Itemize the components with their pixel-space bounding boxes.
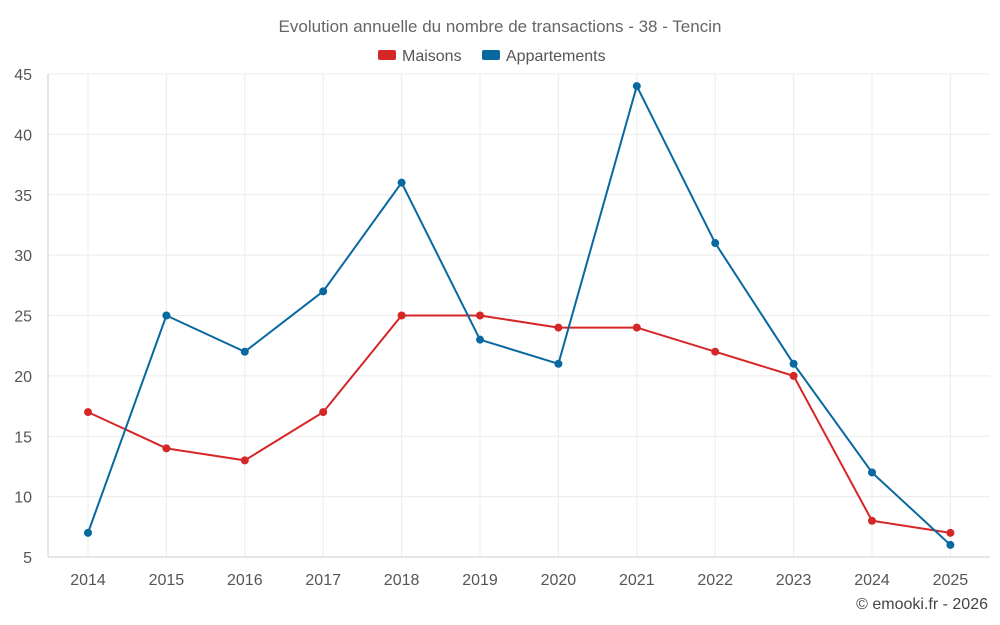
x-tick-label: 2015	[149, 572, 185, 589]
data-point-maisons-2025	[946, 528, 955, 537]
legend-swatch	[378, 50, 396, 60]
legend-item-maisons[interactable]: Maisons	[378, 48, 462, 65]
x-axis: 2014 2015 2016 2017 2018 2019 2020 2021 2022 2023…	[70, 572, 968, 589]
data-point-maisons-2014	[84, 408, 92, 417]
x-tick-label: 2017	[305, 572, 341, 589]
data-point-maisons-2020	[554, 323, 563, 332]
y-tick-label: 35	[14, 188, 32, 205]
data-point-appartements-2015	[162, 311, 171, 320]
data-point-appartements-2018	[397, 178, 406, 187]
legend-item-appartements[interactable]: Appartements	[482, 48, 606, 65]
x-tick-label: 2023	[776, 572, 812, 589]
series-lines	[87, 85, 952, 546]
x-tick-label: 2016	[227, 572, 263, 589]
series-line-appartements	[87, 85, 952, 546]
y-tick-label: 30	[14, 248, 32, 265]
data-point-appartements-2014	[84, 528, 92, 537]
data-point-maisons-2018	[397, 311, 406, 320]
legend: Maisons Appartements	[378, 48, 606, 65]
x-tick-label: 2018	[384, 572, 420, 589]
data-point-appartements-2025	[946, 540, 955, 549]
data-point-maisons-2022	[711, 347, 720, 356]
legend-label: Maisons	[402, 48, 462, 65]
y-tick-label: 15	[14, 429, 32, 446]
series-line-maisons	[87, 314, 951, 534]
data-point-appartements-2022	[711, 239, 720, 248]
data-point-maisons-2019	[476, 311, 484, 320]
data-point-maisons-2015	[162, 444, 171, 453]
y-tick-label: 25	[14, 309, 32, 326]
data-point-appartements-2016	[240, 347, 249, 356]
data-point-appartements-2017	[319, 287, 328, 296]
credit-text: © emooki.fr - 2026	[856, 596, 988, 613]
y-tick-label: 20	[14, 369, 32, 386]
y-tick-label: 40	[14, 127, 32, 144]
x-tick-label: 2014	[70, 572, 106, 589]
series-points	[84, 82, 955, 549]
data-point-appartements-2023	[789, 359, 798, 368]
data-point-appartements-2021	[632, 82, 641, 91]
x-tick-label: 2021	[619, 572, 655, 589]
data-point-appartements-2019	[476, 335, 484, 344]
x-tick-label: 2019	[462, 572, 498, 589]
y-tick-label: 45	[14, 67, 32, 84]
y-tick-label: 10	[14, 490, 32, 507]
data-point-maisons-2021	[632, 323, 641, 332]
legend-swatch	[482, 50, 500, 60]
legend-label: Appartements	[506, 48, 606, 65]
x-tick-label: 2022	[697, 572, 733, 589]
x-tick-label: 2020	[541, 572, 577, 589]
data-point-appartements-2020	[554, 359, 563, 368]
data-point-maisons-2023	[789, 371, 798, 380]
y-axis: 5 10 15 20 25 30 35 40 45	[14, 67, 32, 567]
grid	[47, 73, 990, 558]
x-tick-label: 2025	[933, 572, 969, 589]
chart-title: Evolution annuelle du nombre de transact…	[279, 17, 722, 36]
y-tick-label: 5	[23, 550, 32, 567]
data-point-maisons-2017	[319, 408, 328, 417]
data-point-maisons-2016	[240, 456, 249, 465]
data-point-appartements-2024	[868, 468, 876, 477]
data-point-maisons-2024	[868, 516, 876, 525]
x-tick-label: 2024	[854, 572, 890, 589]
